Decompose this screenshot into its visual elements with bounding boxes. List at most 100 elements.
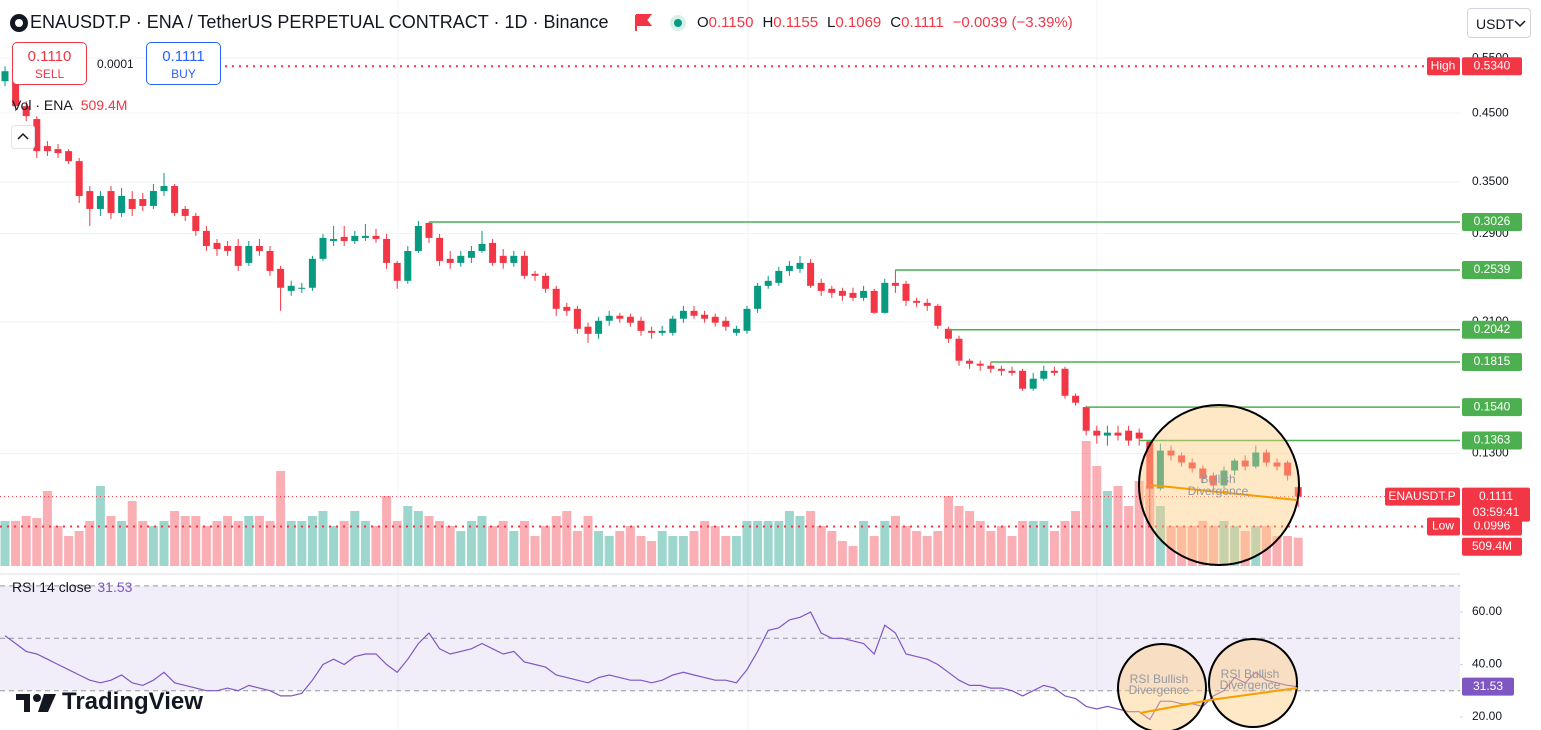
- candle-body: [128, 199, 136, 209]
- candle-body: [966, 360, 974, 364]
- candle-body: [1231, 460, 1239, 471]
- rsi-value: 31.53: [1473, 679, 1503, 693]
- candle-body: [1262, 452, 1270, 463]
- y-tick-label: 20.00: [1472, 709, 1502, 723]
- candle-body: [1008, 370, 1016, 373]
- candle-body: [732, 328, 740, 333]
- candle-body: [711, 316, 719, 323]
- candle-body: [1125, 430, 1133, 441]
- ohlc-key: C: [890, 14, 902, 31]
- candle-body: [701, 314, 709, 319]
- candle-body: [542, 275, 550, 289]
- volume-bar: [943, 496, 953, 566]
- volume-bar: [678, 536, 688, 566]
- candle-body: [1241, 460, 1249, 467]
- candle-body: [1284, 462, 1292, 476]
- volume-bar: [1208, 526, 1218, 566]
- candle-body: [54, 149, 62, 154]
- volume-bar: [1177, 526, 1187, 566]
- candle-body: [997, 368, 1005, 371]
- candle-body: [330, 238, 338, 241]
- volume-bar: [371, 526, 381, 566]
- volume-bar: [848, 546, 858, 566]
- volume-bar: [339, 521, 349, 566]
- candle-body: [944, 328, 952, 339]
- volume-bar: [594, 531, 604, 566]
- rsi-divergence-circle: [1208, 638, 1298, 728]
- candle-body: [75, 161, 83, 196]
- candle-body: [902, 283, 910, 301]
- candle-body: [807, 262, 815, 286]
- extreme-tag: High: [1431, 58, 1456, 72]
- candle-body: [690, 310, 698, 316]
- candle-body: [648, 330, 656, 333]
- volume-bar: [1198, 521, 1208, 566]
- volume-bar: [53, 526, 63, 566]
- volume-bar: [413, 511, 423, 566]
- level-label: 0.1540: [1474, 399, 1511, 413]
- level-label: 0.2042: [1474, 322, 1511, 336]
- volume-bar: [1251, 526, 1261, 566]
- candle-body: [65, 151, 73, 162]
- rsi-divergence-line: [1209, 687, 1298, 701]
- level-label: 0.2539: [1474, 262, 1511, 276]
- candle-body: [266, 250, 274, 271]
- volume-bar: [636, 536, 646, 566]
- candle-body: [1050, 370, 1058, 373]
- volume-bar: [1283, 536, 1293, 566]
- candle-body: [1156, 450, 1164, 489]
- level-label: 0.3026: [1474, 214, 1511, 228]
- brand-logo: [16, 694, 56, 712]
- volume-bar: [254, 516, 264, 566]
- candle-body: [849, 292, 857, 298]
- volume-bar: [360, 521, 370, 566]
- candle-body: [22, 106, 30, 117]
- candle-body: [372, 235, 380, 239]
- ohlc-key: H: [762, 14, 774, 31]
- candle-body: [616, 315, 624, 319]
- candle-body: [563, 306, 571, 311]
- volume-bar: [604, 536, 614, 566]
- annotation: Divergence: [1188, 484, 1249, 498]
- ohlc-value: 0.1069: [835, 14, 882, 31]
- volume-bar: [763, 521, 773, 566]
- candle-body: [976, 363, 984, 366]
- volume-bar: [753, 521, 763, 566]
- candle-body: [118, 195, 126, 213]
- volume-bar: [1166, 526, 1176, 566]
- buy-button[interactable]: 0.1111 BUY: [146, 42, 221, 85]
- volume-bar: [1155, 506, 1165, 566]
- volume-bar: [212, 521, 222, 566]
- volume-bar: [95, 486, 105, 566]
- rsi-annotation: Divergence: [1129, 683, 1190, 697]
- volume-bar: [975, 521, 985, 566]
- volume-bar: [742, 521, 752, 566]
- currency-select[interactable]: USDT: [1467, 8, 1531, 38]
- level-label: 0.1815: [1474, 354, 1511, 368]
- volume-bar: [276, 471, 286, 566]
- volume-bar: [42, 491, 52, 566]
- candle-body: [817, 282, 825, 291]
- candle-body: [754, 285, 762, 309]
- last-price-bg: [1462, 487, 1530, 522]
- extreme-tag-bg: [1427, 57, 1460, 76]
- volume-bar: [307, 516, 317, 566]
- sell-button[interactable]: 0.1110 SELL: [12, 42, 87, 85]
- candle-body: [913, 300, 921, 303]
- candle-body: [1199, 468, 1207, 479]
- volume-bar: [933, 531, 943, 566]
- volume-bar: [1039, 521, 1049, 566]
- volume-bar: [880, 521, 890, 566]
- collapse-button[interactable]: [11, 125, 35, 149]
- candle-body: [775, 270, 783, 283]
- volume-bar: [233, 521, 243, 566]
- ohlc-key: O: [697, 14, 709, 31]
- volume-tag: 509.4M: [1472, 539, 1512, 553]
- countdown: 03:59:41: [1473, 505, 1520, 519]
- ohlc-value: 0.1150: [708, 14, 754, 31]
- candle-body: [584, 326, 592, 334]
- volume-bar: [1293, 537, 1303, 566]
- candle-body: [351, 235, 359, 241]
- candle-body: [467, 250, 475, 258]
